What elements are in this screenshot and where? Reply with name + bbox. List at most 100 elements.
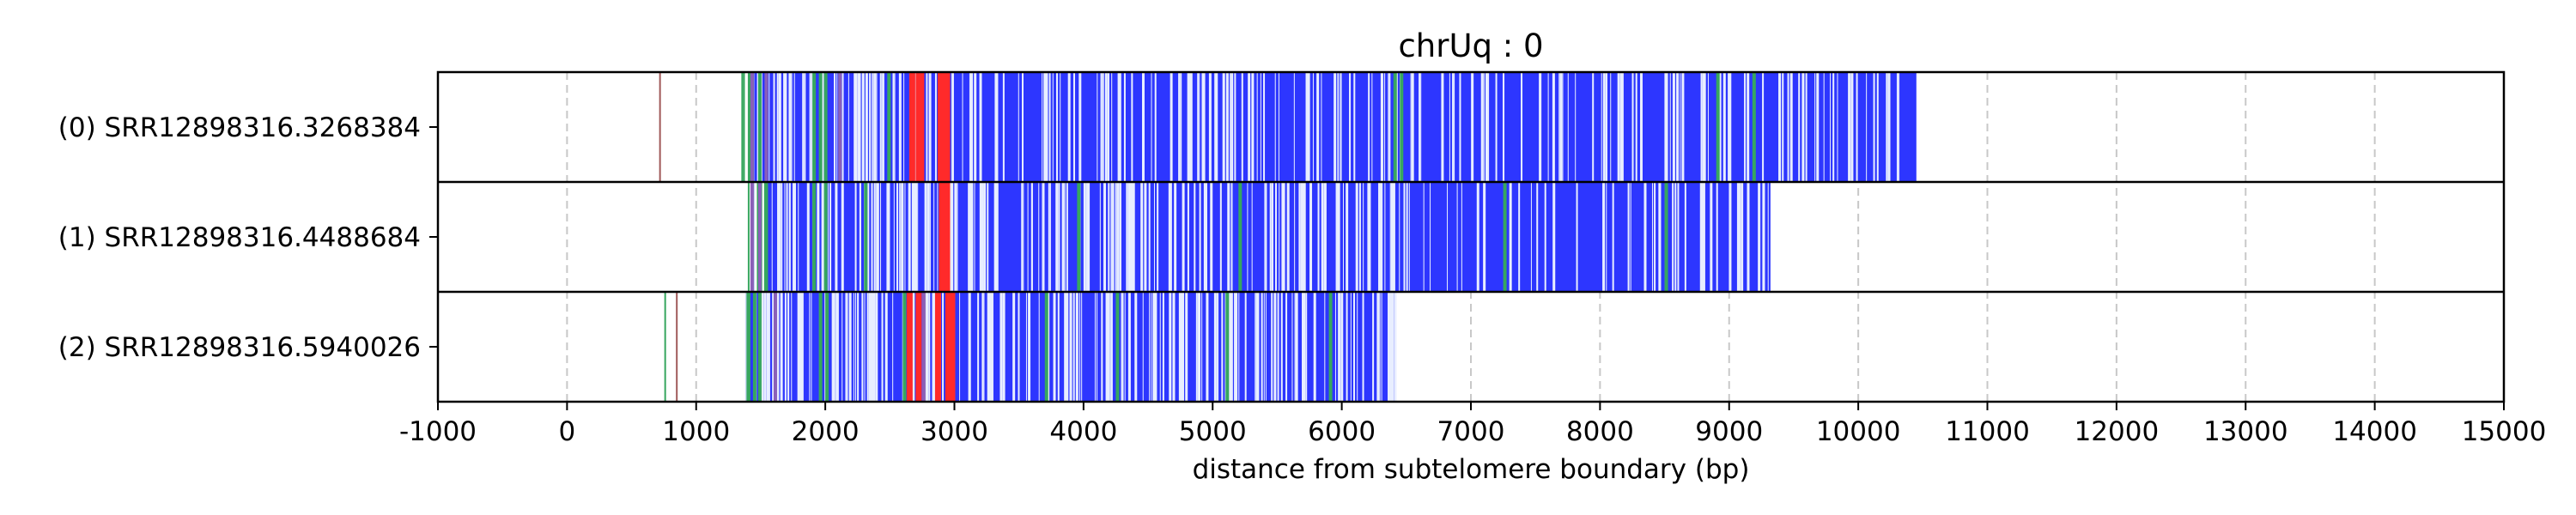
read-mark [784,72,786,182]
read-mark [1255,292,1259,402]
read-mark [896,182,897,292]
read-mark [1856,72,1858,182]
read-mark [1219,182,1222,292]
read-mark [900,182,902,292]
read-mark [1195,292,1198,402]
read-mark [818,292,823,402]
read-mark [1328,292,1333,402]
read-mark [1144,182,1147,292]
read-mark [1702,72,1704,182]
read-mark [908,182,911,292]
read-mark [1376,292,1380,402]
read-mark [1058,182,1060,292]
read-mark [848,72,849,182]
read-mark [921,292,926,402]
read-mark [1832,72,1835,182]
read-mark [937,72,944,182]
read-mark [676,292,678,402]
read-mark [757,72,762,182]
read-mark [977,292,980,402]
read-mark [1077,182,1081,292]
read-mark [1558,72,1560,182]
read-mark [1285,292,1288,402]
read-mark [1194,182,1196,292]
read-mark [1317,182,1320,292]
read-mark [951,72,952,182]
read-mark [788,72,791,182]
read-mark [1762,72,1765,182]
read-mark [987,292,991,402]
read-mark [1628,182,1630,292]
read-mark [902,182,904,292]
read-mark [898,72,902,182]
read-mark [1635,72,1637,182]
read-mark [1182,182,1185,292]
read-mark [1046,72,1048,182]
read-mark [1162,292,1164,402]
read-mark [1362,292,1364,402]
read-mark [1199,72,1200,182]
read-mark [1251,72,1255,182]
read-mark [1318,182,1320,292]
read-mark [1234,292,1237,402]
read-mark [750,182,754,292]
read-mark [1271,182,1273,292]
read-mark [1018,72,1019,182]
y-axis-labels: (0) SRR12898316.3268384 (1) SRR12898316.4… [58,112,438,363]
read-mark [939,182,945,292]
read-mark [954,182,957,292]
read-mark [761,292,764,402]
read-mark [1021,72,1024,182]
read-mark [1410,72,1412,182]
read-mark [834,72,836,182]
read-mark [1031,182,1033,292]
read-mark [812,182,817,292]
read-mark [875,182,877,292]
read-mark [1111,182,1113,292]
read-mark [848,292,852,402]
read-mark [969,72,970,182]
read-mark [1539,72,1541,182]
read-mark [1111,72,1113,182]
read-mark [908,72,915,182]
read-mark [984,182,987,292]
read-mark [786,182,788,292]
read-mark [1389,182,1391,292]
read-mark [1170,72,1173,182]
read-mark [1081,292,1083,402]
read-mark [1044,72,1047,182]
read-mark [1400,72,1404,182]
read-mark [1654,182,1656,292]
read-mark [835,182,838,292]
read-mark [829,182,832,292]
read-mark [799,292,801,402]
read-mark [771,182,773,292]
read-mark [991,292,993,402]
read-mark [1213,292,1217,402]
read-mark [1168,182,1170,292]
read-mark [1187,72,1190,182]
read-mark [1449,72,1450,182]
read-mark [1495,72,1498,182]
read-mark [901,182,903,292]
read-mark [1064,182,1066,292]
read-mark [1420,72,1422,182]
read-mark [1672,182,1674,292]
read-mark [1286,182,1290,292]
read-mark [1217,292,1219,402]
read-mark [1230,182,1232,292]
read-mark [1028,292,1031,402]
read-mark [831,292,835,402]
read-mark [822,72,824,182]
read-mark [1269,182,1272,292]
read-mark [1605,72,1607,182]
read-mark [1334,292,1336,402]
read-mark [855,292,857,402]
read-mark [1639,72,1643,182]
read-mark [915,292,922,402]
read-mark [1049,182,1051,292]
read-label: (0) SRR12898316.3268384 [58,112,421,143]
read-mark [746,292,750,402]
read-mark [1779,72,1781,182]
read-mark [974,72,977,182]
